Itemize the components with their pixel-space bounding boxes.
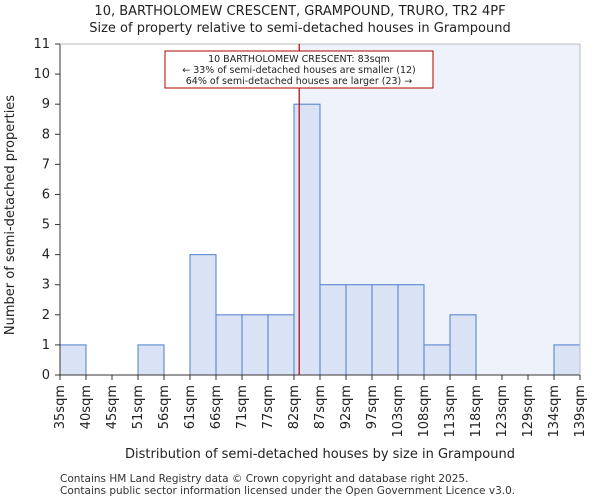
histogram-bar <box>241 314 269 376</box>
histogram-bar <box>553 344 581 376</box>
y-tick-label: 11 <box>33 37 50 52</box>
x-tick-label: 56sqm <box>157 385 172 429</box>
histogram-bar <box>423 344 451 376</box>
y-tick-label: 3 <box>42 278 50 293</box>
histogram-bar <box>449 314 477 376</box>
x-tick-label: 61sqm <box>183 385 198 429</box>
annotation-text: 10 BARTHOLOMEW CRESCENT: 83sqm <box>208 54 390 65</box>
x-tick-label: 129sqm <box>521 385 536 438</box>
histogram-bar <box>319 284 347 376</box>
footer-licence: Contains public sector information licen… <box>60 485 516 497</box>
histogram-bar <box>345 284 373 376</box>
x-tick-label: 108sqm <box>417 385 432 438</box>
x-tick-label: 35sqm <box>53 385 68 429</box>
histogram-bar <box>215 314 243 376</box>
x-tick-label: 40sqm <box>79 385 94 429</box>
y-tick-label: 10 <box>33 67 50 82</box>
x-tick-label: 97sqm <box>365 385 380 429</box>
x-tick-label: 123sqm <box>495 385 510 438</box>
x-tick-label: 77sqm <box>261 385 276 429</box>
histogram-bar <box>189 254 217 376</box>
footer-copyright: Contains HM Land Registry data © Crown c… <box>60 473 469 485</box>
plot-area: 0 1 2 3 4 5 6 7 8 9 10 11 35sqm 40sqm 45sqm 51sqm 56sqm 6… <box>33 37 588 438</box>
x-tick-label: 139sqm <box>573 385 588 438</box>
x-tick-label: 45sqm <box>105 385 120 429</box>
histogram-bar <box>293 103 321 376</box>
y-tick-label: 8 <box>42 127 50 142</box>
x-tick-label: 87sqm <box>313 385 328 429</box>
y-axis-label: Number of semi-detached properties <box>3 95 18 335</box>
annotation-text: ← 33% of semi-detached houses are smalle… <box>182 65 416 76</box>
x-tick-label: 71sqm <box>235 385 250 429</box>
histogram-bar <box>137 344 165 376</box>
x-tick-label: 113sqm <box>443 385 458 438</box>
y-tick-label: 1 <box>42 338 50 353</box>
chart-title: 10, BARTHOLOMEW CRESCENT, GRAMPOUND, TRU… <box>94 4 505 19</box>
y-tick-label: 7 <box>42 157 50 172</box>
annotation-box <box>164 50 434 89</box>
histogram-bar <box>397 284 425 376</box>
x-tick-label: 134sqm <box>547 385 562 438</box>
x-tick-label: 51sqm <box>131 385 146 429</box>
y-tick-label: 6 <box>42 187 50 202</box>
y-tick-label: 2 <box>42 308 50 323</box>
x-tick-label: 118sqm <box>469 385 484 438</box>
x-tick-label: 82sqm <box>287 385 302 429</box>
annotation-text: 64% of semi-detached houses are larger (… <box>186 76 413 87</box>
y-tick-label: 4 <box>42 248 50 263</box>
histogram-bar <box>371 284 399 376</box>
x-axis-label: Distribution of semi-detached houses by … <box>125 447 515 462</box>
x-tick-label: 92sqm <box>339 385 354 429</box>
y-tick-label: 9 <box>42 97 50 112</box>
y-tick-label: 5 <box>42 218 50 233</box>
x-tick-label: 103sqm <box>391 385 406 438</box>
y-tick-label: 0 <box>42 368 50 383</box>
x-tick-label: 66sqm <box>209 385 224 429</box>
histogram-chart: 10, BARTHOLOMEW CRESCENT, GRAMPOUND, TRU… <box>3 4 588 462</box>
histogram-bar <box>267 314 295 376</box>
histogram-bar <box>59 344 87 376</box>
chart-subtitle: Size of property relative to semi-detach… <box>89 21 511 36</box>
